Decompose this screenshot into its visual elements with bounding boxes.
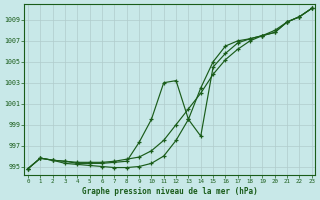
- X-axis label: Graphe pression niveau de la mer (hPa): Graphe pression niveau de la mer (hPa): [82, 187, 258, 196]
